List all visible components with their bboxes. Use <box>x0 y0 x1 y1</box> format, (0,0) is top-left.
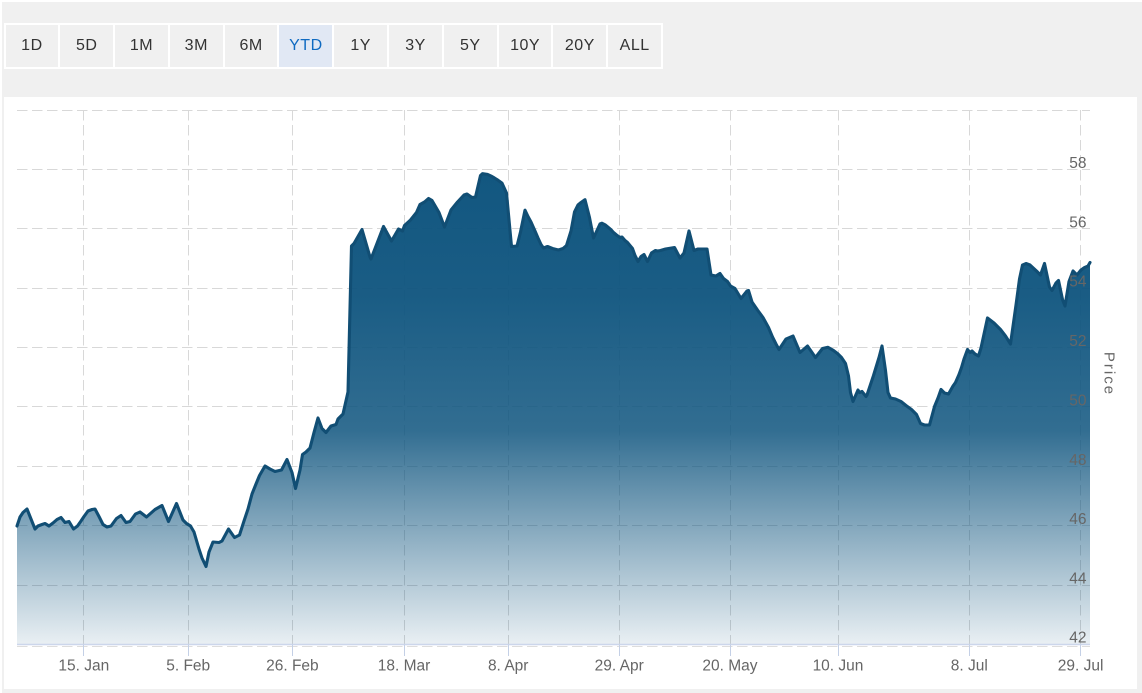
svg-text:44: 44 <box>1069 571 1087 588</box>
svg-text:48: 48 <box>1069 452 1086 469</box>
svg-text:8. Jul: 8. Jul <box>951 658 988 675</box>
svg-text:5. Feb: 5. Feb <box>166 658 210 675</box>
svg-text:50: 50 <box>1069 392 1087 409</box>
svg-text:15. Jan: 15. Jan <box>58 658 109 675</box>
svg-text:20. May: 20. May <box>702 658 757 675</box>
svg-text:18. Mar: 18. Mar <box>378 658 431 675</box>
svg-text:26. Feb: 26. Feb <box>266 658 319 675</box>
svg-text:42: 42 <box>1069 630 1086 647</box>
svg-text:46: 46 <box>1069 511 1086 528</box>
svg-text:29. Jul: 29. Jul <box>1058 658 1104 675</box>
svg-text:Price: Price <box>1101 352 1118 396</box>
svg-text:58: 58 <box>1069 155 1086 172</box>
svg-text:56: 56 <box>1069 214 1086 231</box>
svg-text:8. Apr: 8. Apr <box>488 658 529 675</box>
svg-text:52: 52 <box>1069 333 1086 350</box>
svg-text:29. Apr: 29. Apr <box>595 658 644 675</box>
svg-text:54: 54 <box>1069 274 1087 291</box>
svg-text:10. Jun: 10. Jun <box>813 658 864 675</box>
